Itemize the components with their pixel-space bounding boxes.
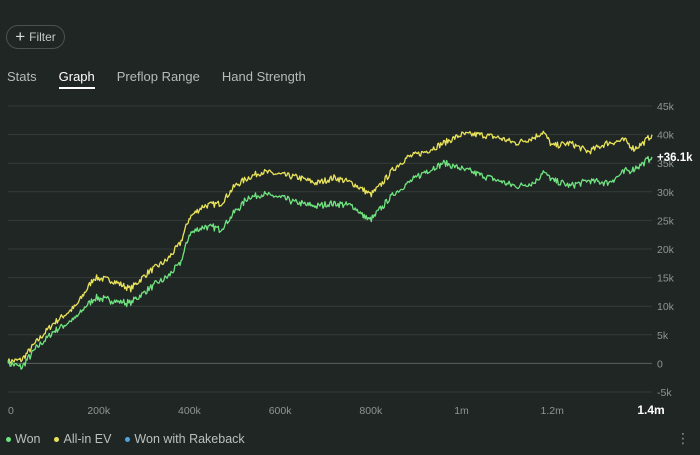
x-tick-label: 200k xyxy=(87,405,111,417)
legend-item-won[interactable]: Won xyxy=(6,432,40,446)
y-tick-label: 10k xyxy=(657,301,675,313)
y-tick-label: 15k xyxy=(657,273,675,285)
y-tick-label: -5k xyxy=(657,387,672,399)
x-tick-label: 600k xyxy=(269,405,293,417)
legend-dot-allin-ev xyxy=(54,436,60,442)
plus-icon: + xyxy=(15,26,26,46)
tab-hand-strength[interactable]: Hand Strength xyxy=(221,69,306,84)
series-line-won xyxy=(7,155,653,370)
y-tick-label: 20k xyxy=(657,244,675,256)
tab-preflop-range[interactable]: Preflop Range xyxy=(116,69,200,84)
y-tick-label: 40k xyxy=(657,130,675,142)
y-tick-label: 35k xyxy=(657,158,675,170)
legend-label-won-rakeback: Won with Rakeback xyxy=(134,432,245,446)
tab-stats[interactable]: Stats xyxy=(7,69,37,84)
legend-dot-won xyxy=(6,436,11,442)
more-options-icon[interactable]: ⋮ xyxy=(676,430,690,446)
x-tick-label: 400k xyxy=(178,405,202,417)
legend-label-allin-ev: All-in EV xyxy=(63,432,112,446)
current-value-label: +36.1k xyxy=(657,152,693,164)
x-tick-label: 1.2m xyxy=(541,405,565,417)
y-tick-label: 45k xyxy=(657,101,675,113)
legend-label-won: Won xyxy=(15,432,41,446)
legend-item-allin-ev[interactable]: All-in EV xyxy=(54,432,111,446)
filter-button[interactable]: + Filter xyxy=(6,25,65,49)
filter-label: Filter xyxy=(29,30,56,44)
tab-graph[interactable]: Graph xyxy=(58,69,95,89)
x-tick-label: 0 xyxy=(8,405,14,417)
series-line-all-in-ev xyxy=(7,130,653,364)
legend-item-won-rakeback[interactable]: Won with Rakeback xyxy=(125,432,245,446)
y-tick-label: 0 xyxy=(657,358,663,370)
x-tick-label: 1m xyxy=(454,405,469,417)
y-tick-label: 5k xyxy=(657,330,669,342)
x-tick-label: 1.4m xyxy=(637,403,664,417)
x-tick-label: 800k xyxy=(359,405,383,417)
chart-legend: Won All-in EV Won with Rakeback xyxy=(6,432,245,446)
tab-bar: Stats Graph Preflop Range Hand Strength xyxy=(7,69,328,89)
y-tick-label: 25k xyxy=(657,215,675,227)
y-tick-label: 30k xyxy=(657,187,675,199)
legend-dot-won-rakeback xyxy=(125,436,131,442)
